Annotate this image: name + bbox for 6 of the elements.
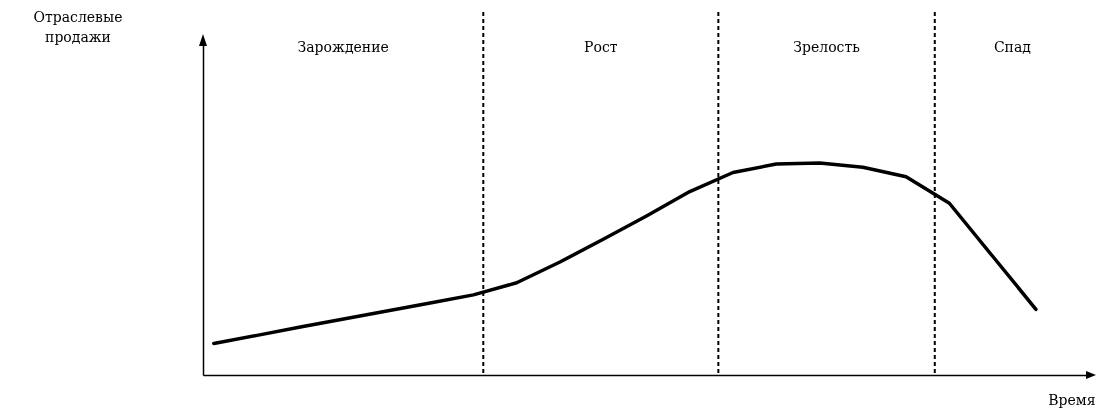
- x-axis-title: Время: [1048, 391, 1096, 408]
- text: Отраслевые продажи: [33, 9, 123, 45]
- text: Зарождение: [297, 39, 389, 55]
- text: Спад: [993, 39, 1032, 55]
- text: Зрелость: [793, 39, 861, 55]
- text: Рост: [584, 39, 618, 55]
